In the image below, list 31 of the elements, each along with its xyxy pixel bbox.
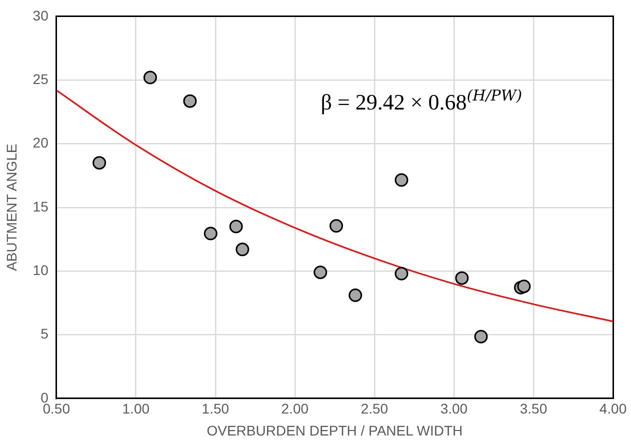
y-tick-label: 5	[40, 326, 49, 342]
y-tick-label: 20	[32, 134, 49, 151]
point	[236, 242, 250, 256]
point	[394, 266, 408, 280]
x-tick-label: 3.00	[440, 400, 468, 417]
point	[394, 173, 408, 187]
point	[348, 288, 362, 302]
y-axis-title: ABUTMENT ANGLE	[3, 144, 20, 272]
y-tick-label: 25	[32, 70, 49, 87]
point	[455, 271, 469, 285]
x-tick-label: 2.50	[360, 400, 388, 417]
x-axis-title: OVERBURDEN DEPTH / PANEL WIDTH	[206, 422, 463, 438]
line-series	[56, 90, 613, 322]
y-tick-label: 30	[32, 7, 49, 24]
point	[229, 220, 243, 234]
point	[143, 70, 157, 84]
point	[517, 280, 531, 294]
x-tick-label: 4.00	[599, 400, 627, 417]
x-tick-label: 1.00	[122, 400, 150, 417]
y-tick-label: 15	[32, 198, 49, 214]
point	[330, 219, 344, 233]
point	[92, 156, 106, 170]
point	[474, 330, 488, 344]
point	[183, 94, 197, 108]
x-tick-label: 1.50	[202, 400, 230, 417]
y-tick-label: 0	[40, 389, 49, 406]
x-tick-label: 2.00	[281, 400, 309, 417]
point	[314, 266, 328, 280]
x-tick-label: 3.50	[520, 400, 548, 417]
y-tick-label: 10	[32, 262, 49, 278]
point	[204, 226, 218, 240]
